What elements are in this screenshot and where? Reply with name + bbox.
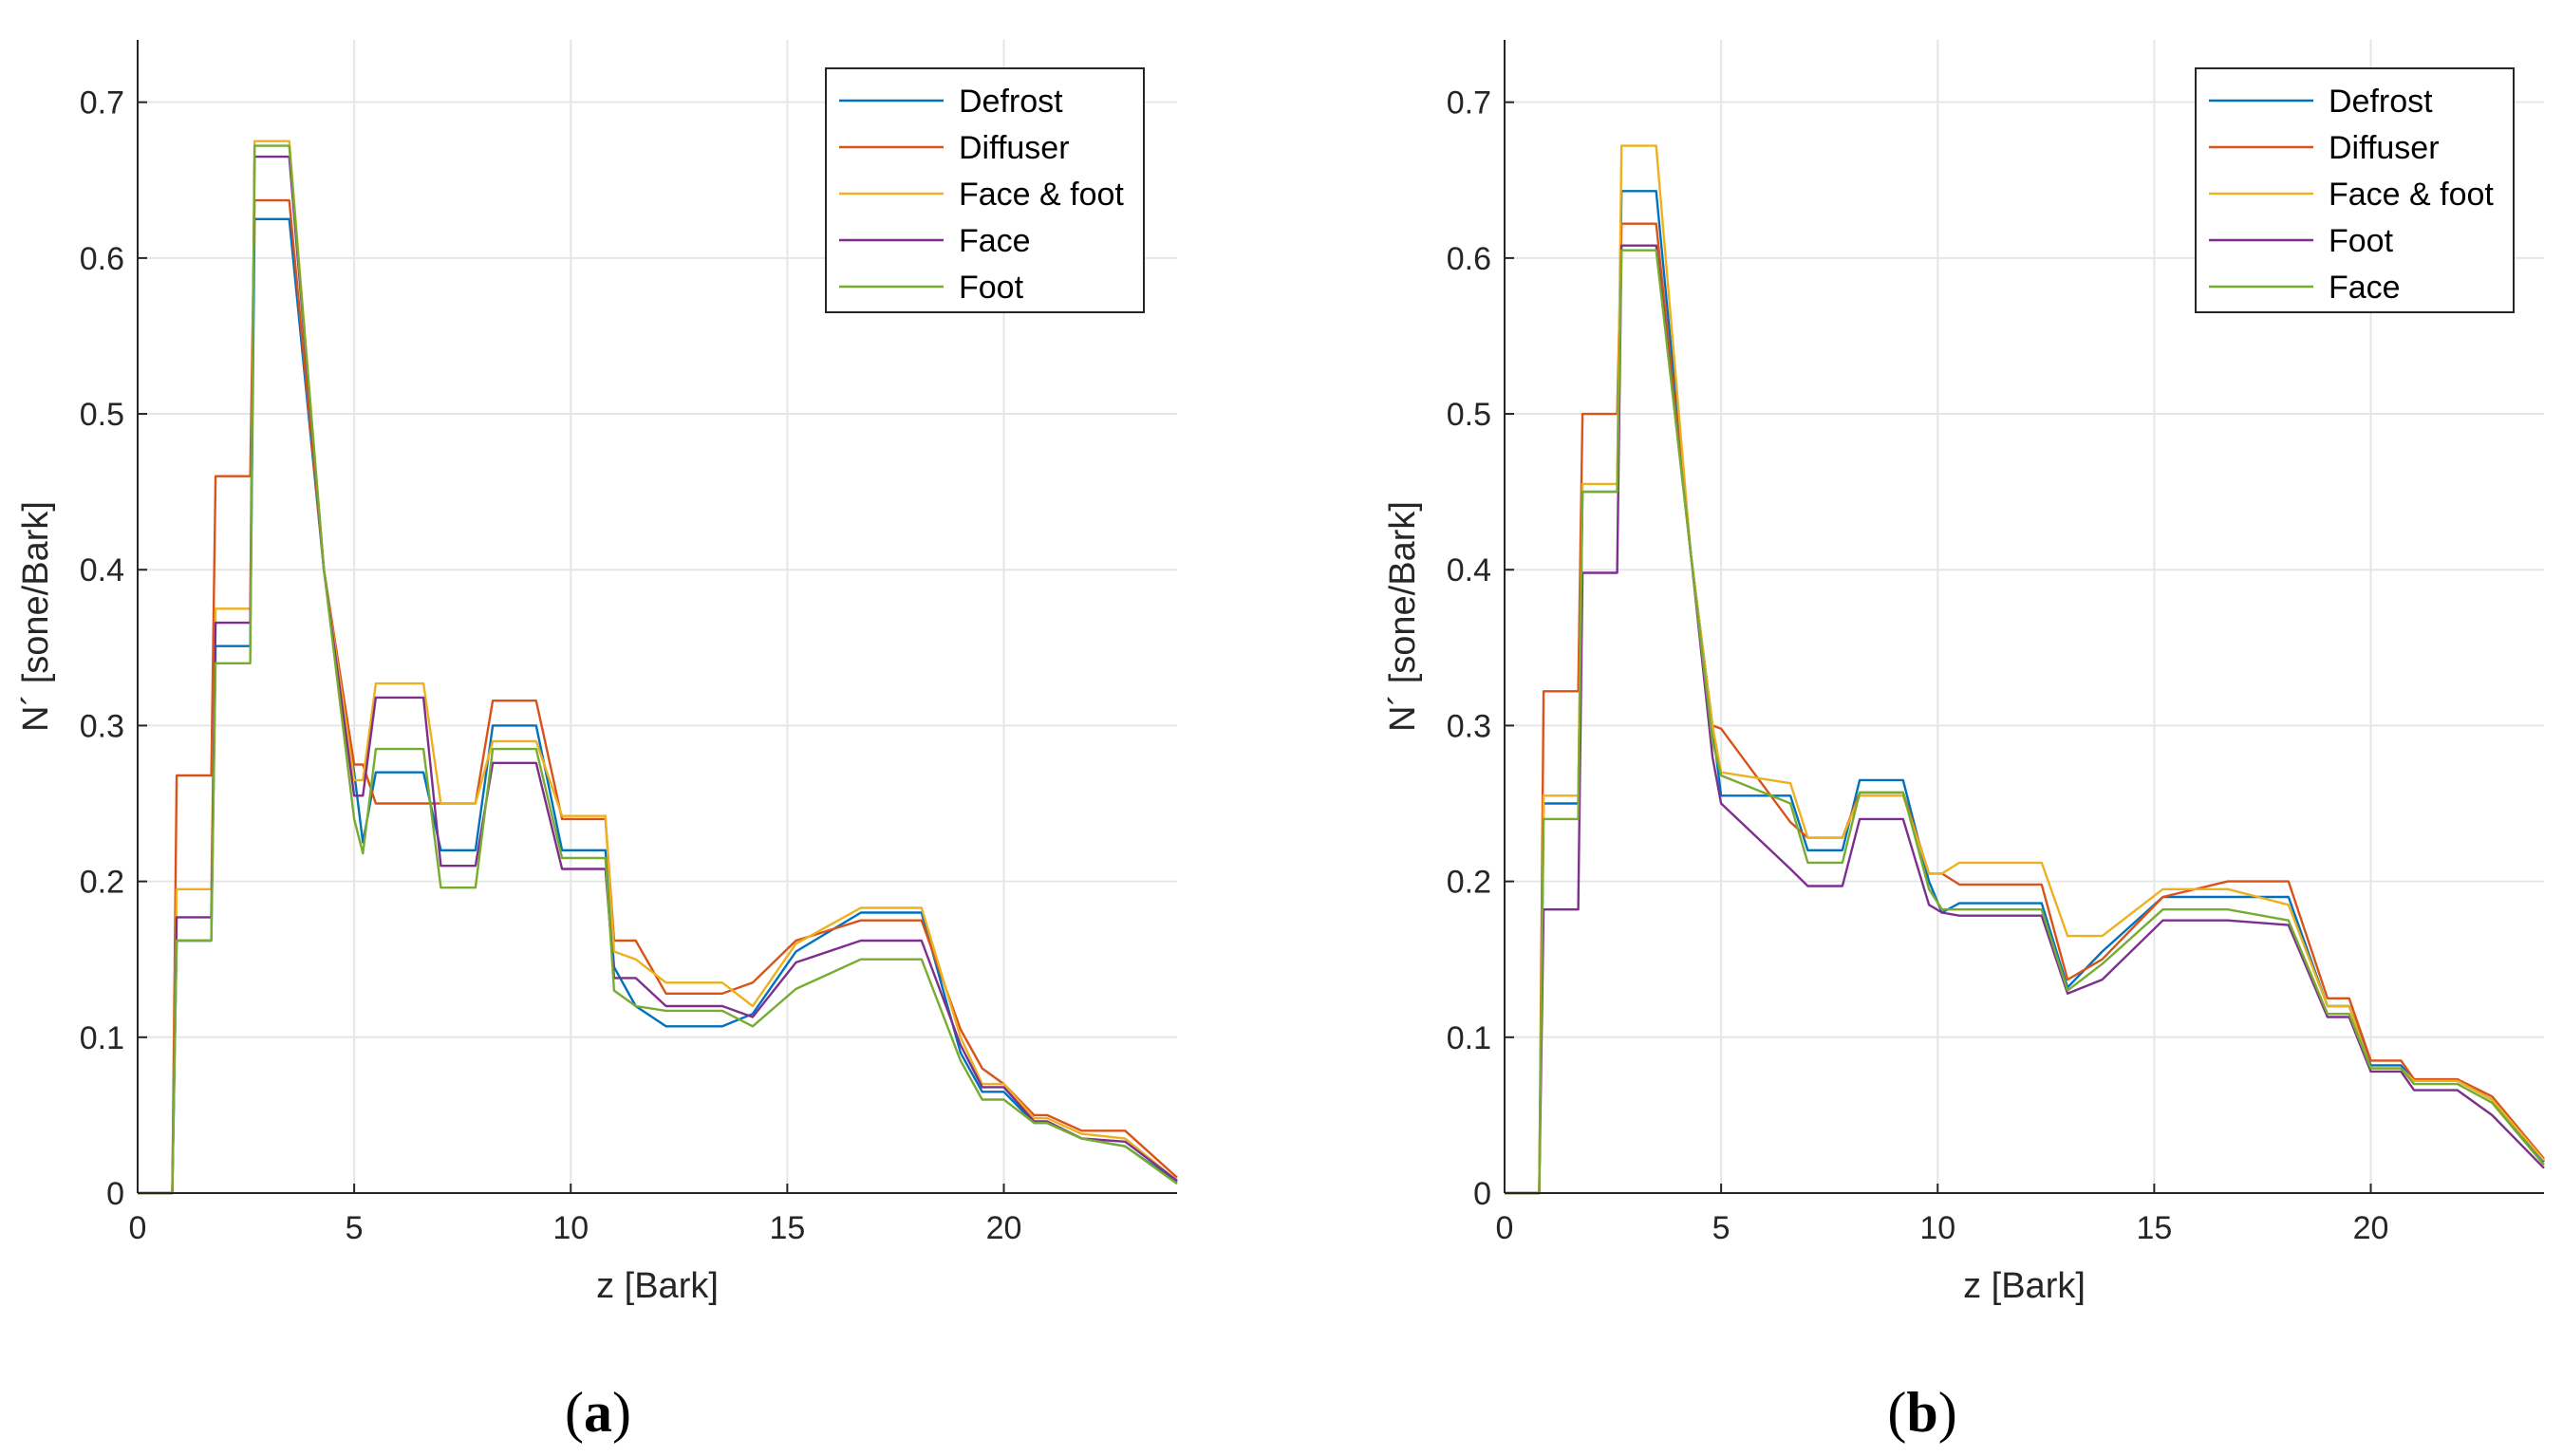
legend-label: Face xyxy=(2329,270,2401,306)
x-tick-label: 10 xyxy=(552,1210,589,1246)
y-tick-label: 0.7 xyxy=(80,85,124,121)
x-tick-label: 0 xyxy=(1496,1210,1514,1246)
legend-label: Diffuser xyxy=(2329,130,2440,166)
x-tick-label: 10 xyxy=(1919,1210,1955,1246)
y-tick-label: 0.1 xyxy=(80,1020,124,1056)
legend-label: Face & foot xyxy=(2329,177,2494,213)
y-tick-label: 0.7 xyxy=(1447,85,1491,121)
legend: Defrost Diffuser Face & foot Foot Face xyxy=(2195,67,2515,313)
legend-label: Defrost xyxy=(2329,84,2433,120)
x-tick-label: 20 xyxy=(2353,1210,2389,1246)
y-tick-label: 0 xyxy=(1473,1176,1491,1212)
y-tick-label: 0.6 xyxy=(80,241,124,277)
x-tick-label: 0 xyxy=(129,1210,147,1246)
x-tick-label: 5 xyxy=(346,1210,364,1246)
x-tick-label: 5 xyxy=(1712,1210,1730,1246)
y-tick-label: 0 xyxy=(106,1176,124,1212)
y-tick-label: 0.3 xyxy=(1447,708,1491,744)
legend-label: Defrost xyxy=(959,84,1063,120)
legend: Defrost Diffuser Face & foot Face Foot xyxy=(825,67,1145,313)
y-tick-label: 0.6 xyxy=(1447,241,1491,277)
y-tick-label: 0.2 xyxy=(1447,865,1491,901)
legend-label: Foot xyxy=(2329,223,2394,259)
legend-label: Face & foot xyxy=(959,177,1124,213)
y-tick-label: 0.2 xyxy=(80,865,124,901)
series-line-foot xyxy=(138,144,1178,1195)
y-tick-label: 0.4 xyxy=(1447,552,1491,588)
panel-label: (a) xyxy=(565,1381,631,1444)
y-tick-label: 0.1 xyxy=(1447,1020,1491,1056)
y-axis-label: N´ [sone/Bark] xyxy=(1383,501,1423,732)
x-axis-label: z [Bark] xyxy=(1963,1266,2086,1306)
y-tick-label: 0.5 xyxy=(1447,397,1491,433)
x-axis-label: z [Bark] xyxy=(596,1266,719,1306)
legend-label: Face xyxy=(959,223,1031,259)
y-tick-label: 0.3 xyxy=(80,708,124,744)
legend-label: Foot xyxy=(959,270,1024,306)
chart-a: 0 0.1 0.2 0.3 0.4 0.5 0.6 0.7 0 5 10 15 20 z [Bark] N´… xyxy=(16,40,1178,1444)
x-tick-label: 15 xyxy=(769,1210,805,1246)
y-axis-label: N´ [sone/Bark] xyxy=(16,501,56,732)
series-line-face xyxy=(1505,249,2545,1195)
y-tick-label: 0.4 xyxy=(80,552,124,588)
y-tick-label: 0.5 xyxy=(80,397,124,433)
chart-b: 0 0.1 0.2 0.3 0.4 0.5 0.6 0.7 0 5 10 15 20 z [Bark] N´… xyxy=(1383,40,2545,1444)
x-tick-label: 15 xyxy=(2136,1210,2172,1246)
x-tick-label: 20 xyxy=(986,1210,1022,1246)
legend-box xyxy=(825,67,1145,313)
legend-label: Diffuser xyxy=(959,130,1070,166)
panel-label: (b) xyxy=(1887,1381,1956,1444)
legend-box xyxy=(2195,67,2515,313)
